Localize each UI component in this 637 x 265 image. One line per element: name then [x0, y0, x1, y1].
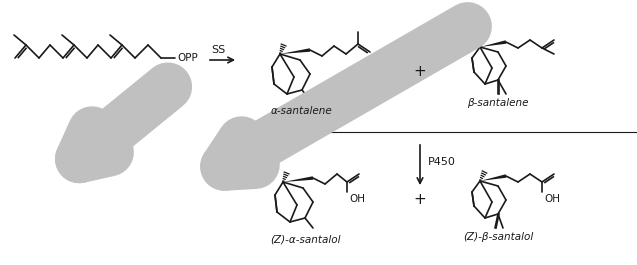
Polygon shape — [480, 40, 506, 47]
Text: (Z)-β-santalol: (Z)-β-santalol — [463, 232, 533, 242]
Polygon shape — [280, 48, 310, 54]
Text: β-santalene: β-santalene — [468, 98, 529, 108]
Text: OH: OH — [544, 194, 560, 204]
Text: OH: OH — [349, 194, 365, 204]
Text: +: + — [413, 192, 426, 207]
Text: SS: SS — [211, 45, 225, 55]
Text: P450: P450 — [428, 157, 456, 167]
Polygon shape — [283, 176, 313, 182]
Text: (Z)-α-santalol: (Z)-α-santalol — [269, 234, 340, 244]
Text: α-santalene: α-santalene — [271, 106, 333, 116]
Polygon shape — [480, 174, 506, 181]
Text: OPP: OPP — [177, 53, 197, 63]
Text: +: + — [413, 64, 426, 80]
